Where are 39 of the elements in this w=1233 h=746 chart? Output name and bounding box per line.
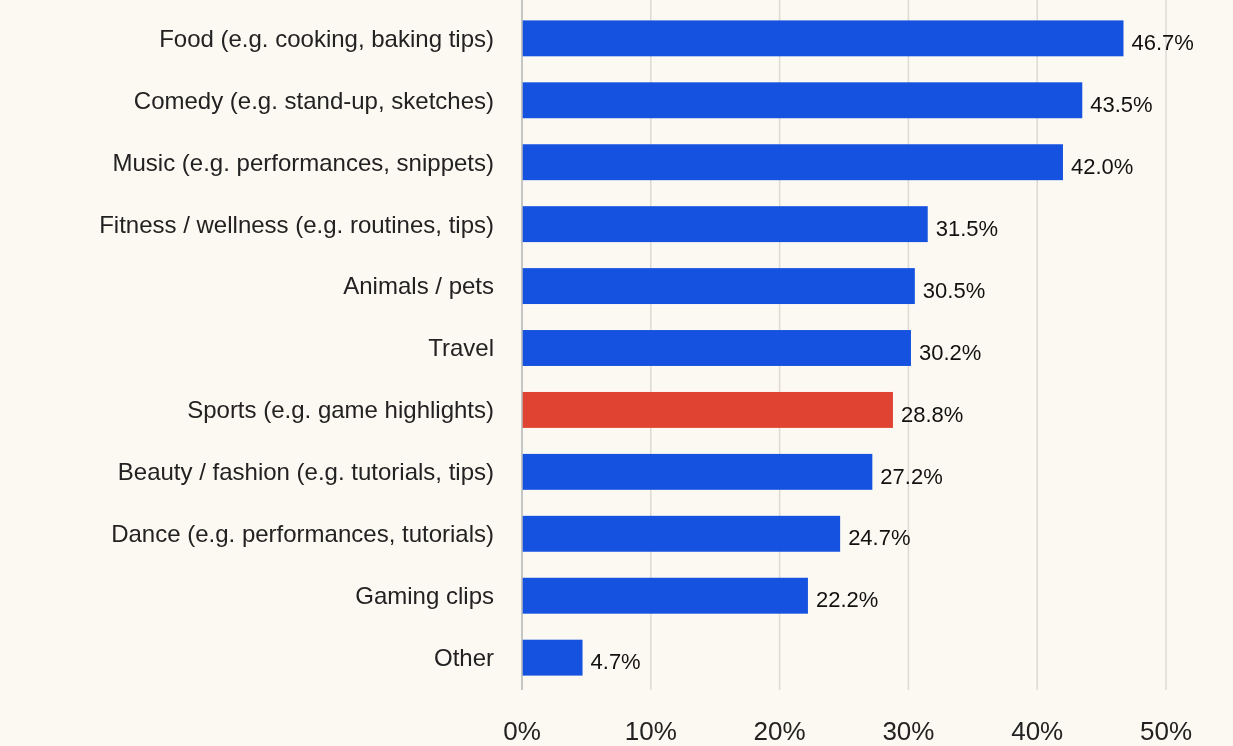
y-tick-label: Animals / pets xyxy=(343,272,494,300)
y-tick-label: Gaming clips xyxy=(355,582,494,610)
y-tick-label: Music (e.g. performances, snippets) xyxy=(112,148,494,176)
y-tick-label: Dance (e.g. performances, tutorials) xyxy=(111,520,494,548)
data-label: 46.7% xyxy=(1131,30,1194,56)
bar xyxy=(522,82,1083,119)
y-tick-label: Fitness / wellness (e.g. routines, tips) xyxy=(99,210,494,238)
bar xyxy=(522,639,583,676)
x-tick-label: 40% xyxy=(1011,716,1064,746)
data-label: 30.5% xyxy=(922,277,986,303)
data-label: 28.8% xyxy=(900,401,964,427)
y-tick-label: Food (e.g. cooking, baking tips) xyxy=(159,24,494,52)
x-tick-label: 20% xyxy=(753,716,806,746)
data-label: 42.0% xyxy=(1070,153,1134,179)
y-tick-label: Travel xyxy=(428,334,494,362)
y-tick-label: Beauty / fashion (e.g. tutorials, tips) xyxy=(117,458,494,486)
data-label: 30.2% xyxy=(918,339,982,365)
y-tick-label: Sports (e.g. game highlights) xyxy=(187,396,494,424)
data-label: 27.2% xyxy=(880,463,943,489)
bar xyxy=(522,206,928,243)
bar xyxy=(522,144,1063,181)
x-tick-label: 0% xyxy=(503,716,541,746)
bar xyxy=(522,391,893,428)
y-tick-label: Comedy (e.g. stand-up, sketches) xyxy=(133,86,494,114)
bar xyxy=(522,453,873,490)
data-label: 24.7% xyxy=(848,525,911,551)
bar xyxy=(522,268,915,305)
bar xyxy=(522,515,841,552)
data-label: 43.5% xyxy=(1090,91,1153,117)
data-label: 22.2% xyxy=(815,587,879,613)
bar xyxy=(522,577,808,614)
x-tick-label: 10% xyxy=(624,716,677,746)
x-tick-label: 30% xyxy=(882,716,935,746)
bar xyxy=(522,330,911,366)
data-label: 4.7% xyxy=(590,649,641,675)
data-label: 31.5% xyxy=(935,215,999,241)
y-tick-label: Other xyxy=(433,644,494,672)
bar xyxy=(522,20,1124,57)
x-tick-label: 50% xyxy=(1139,716,1193,746)
